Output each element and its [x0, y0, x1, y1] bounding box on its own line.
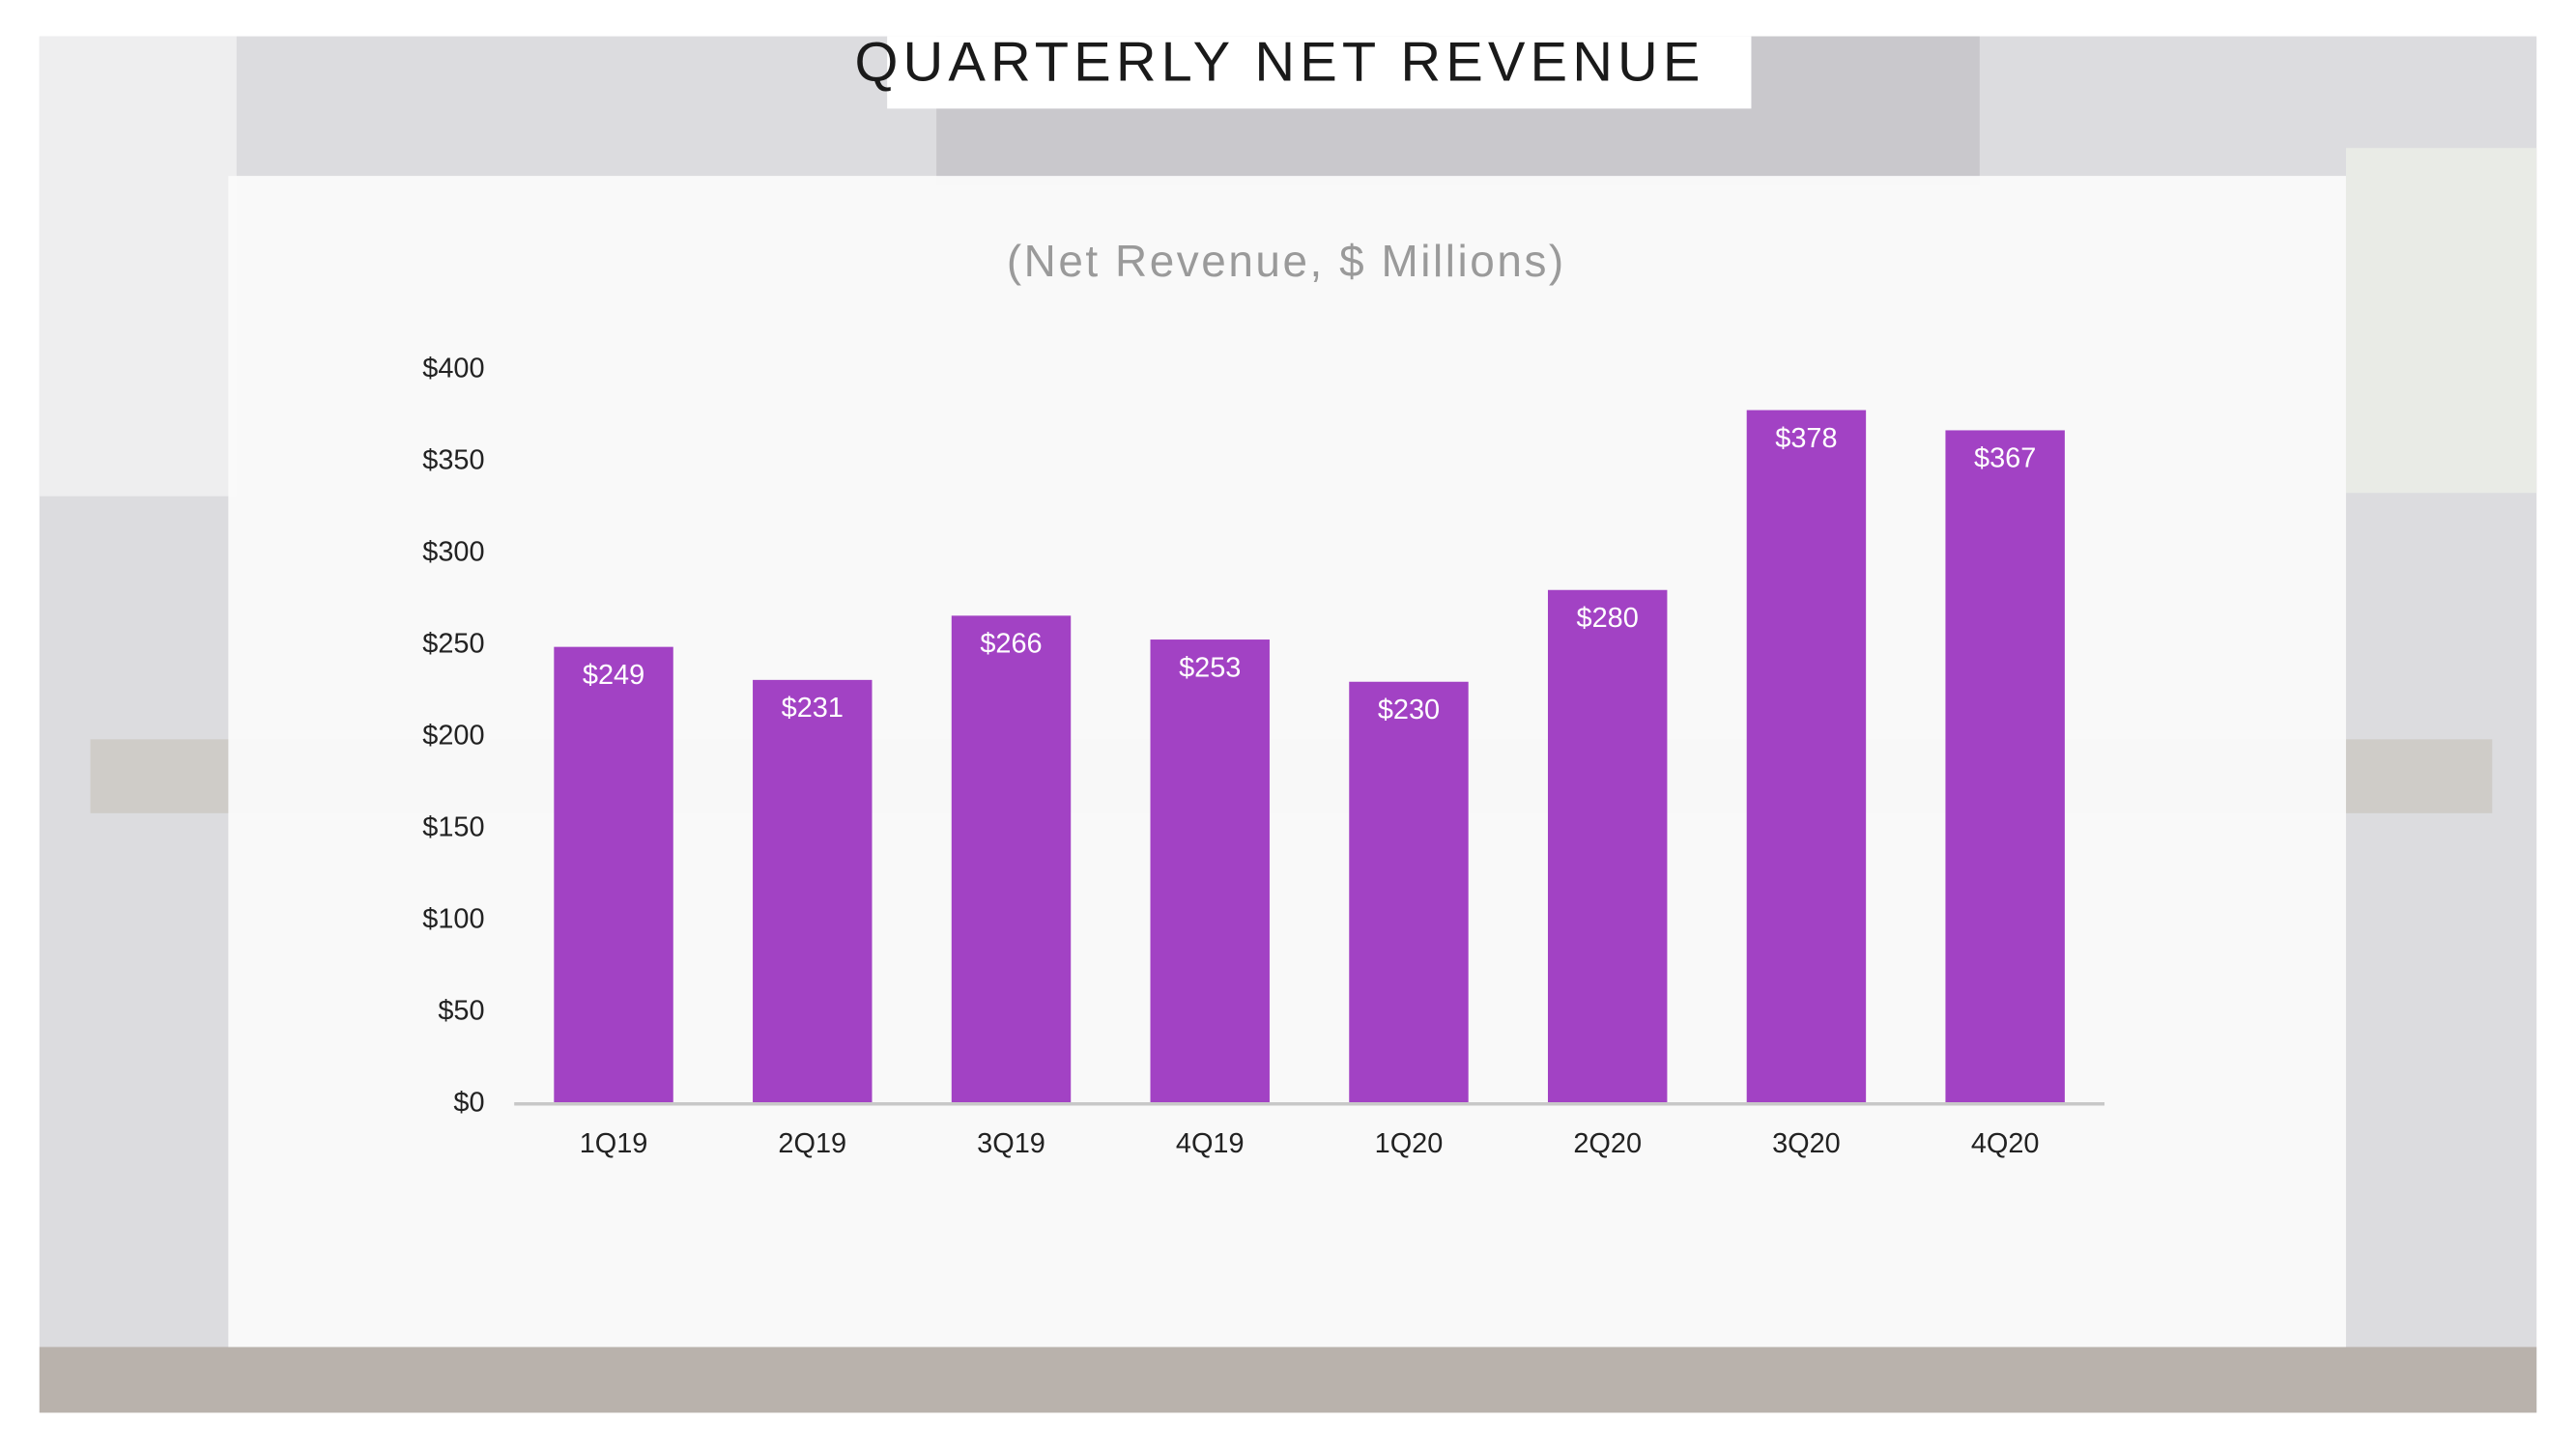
chart-subtitle: (Net Revenue, $ Millions): [1007, 236, 1566, 286]
floor: [39, 1347, 2537, 1413]
y-tick-label: $150: [422, 811, 484, 842]
x-tick-label: 3Q20: [1772, 1128, 1841, 1159]
value-label: $231: [782, 693, 844, 724]
x-tick-label: 1Q19: [580, 1128, 648, 1159]
bar: [554, 646, 673, 1104]
y-tick-label: $300: [422, 536, 484, 567]
value-label: $280: [1577, 603, 1639, 634]
plant: [2345, 148, 2537, 494]
y-tick-label: $50: [438, 995, 484, 1026]
y-tick-label: $100: [422, 903, 484, 934]
bar: [1547, 589, 1668, 1104]
bar: [1150, 639, 1270, 1104]
x-tick-label: 1Q20: [1375, 1128, 1444, 1159]
bar: [1945, 430, 2065, 1104]
x-tick-label: 4Q20: [1971, 1128, 2040, 1159]
bar: [1746, 410, 1867, 1104]
title-box: [887, 36, 1752, 109]
x-tick-label: 2Q20: [1573, 1128, 1642, 1159]
value-label: $253: [1179, 652, 1241, 683]
y-tick-label: $350: [422, 444, 484, 475]
y-tick-label: $200: [422, 720, 484, 751]
bar: [753, 679, 873, 1104]
value-label: $249: [583, 660, 644, 691]
value-label: $266: [980, 629, 1042, 660]
bar: [951, 615, 1072, 1104]
chart-title: QUARTERLY NET REVENUE: [854, 31, 1704, 93]
x-tick-label: 4Q19: [1176, 1128, 1245, 1159]
x-tick-label: 2Q19: [778, 1128, 846, 1159]
value-label: $230: [1378, 695, 1440, 725]
x-tick-label: 3Q19: [977, 1128, 1045, 1159]
value-label: $378: [1775, 423, 1837, 454]
y-tick-label: $0: [453, 1087, 484, 1118]
bar: [1349, 681, 1469, 1104]
window: [39, 36, 237, 497]
value-label: $367: [1974, 443, 2036, 474]
y-tick-label: $400: [422, 353, 484, 384]
y-tick-label: $250: [422, 628, 484, 659]
